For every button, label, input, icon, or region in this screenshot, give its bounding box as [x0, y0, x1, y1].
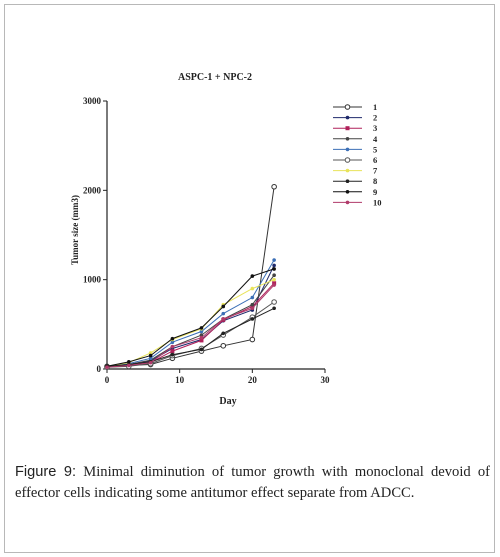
legend-label: 7	[373, 166, 378, 176]
data-point	[345, 200, 350, 205]
data-point	[250, 306, 255, 311]
legend-label: 10	[373, 197, 382, 207]
legend-label: 3	[373, 123, 377, 133]
data-point	[271, 299, 277, 305]
data-point	[250, 302, 255, 307]
legend-item-2: 2	[333, 113, 377, 123]
legend-label: 6	[373, 155, 377, 165]
data-point	[221, 331, 226, 336]
data-point	[271, 183, 277, 190]
series-line	[106, 284, 275, 368]
series-line	[106, 259, 275, 367]
data-point	[199, 335, 204, 340]
legend-item-8: 8	[333, 176, 377, 186]
data-point	[250, 274, 255, 278]
data-point	[345, 168, 350, 173]
data-point	[221, 304, 226, 309]
data-point	[199, 347, 204, 352]
data-point	[127, 363, 131, 368]
data-point	[272, 277, 276, 282]
data-point	[221, 311, 226, 316]
data-point	[148, 356, 153, 361]
data-point	[148, 360, 153, 365]
x-tick-label: 0	[105, 375, 110, 385]
data-point	[105, 365, 109, 370]
y-tick-label: 3000	[83, 96, 102, 106]
data-point	[148, 351, 153, 355]
legend-label: 9	[373, 187, 377, 197]
caption-label: Figure 9:	[15, 464, 77, 480]
y-axis-label: Tumor size (mm3)	[70, 195, 80, 265]
data-point	[272, 306, 276, 311]
data-point	[170, 336, 175, 341]
series-line	[106, 301, 275, 368]
legend-label: 1	[373, 102, 377, 112]
series-layer	[104, 183, 277, 371]
series-10	[105, 283, 276, 370]
data-point	[250, 317, 255, 321]
chart-title: ASPC-1 + NPC-2	[178, 72, 252, 83]
x-tick-label: 30	[321, 375, 331, 385]
legend-item-1: 1	[333, 102, 377, 112]
data-point	[272, 263, 276, 268]
data-point	[345, 190, 350, 194]
y-tick-label: 1000	[83, 275, 102, 285]
data-point	[199, 326, 204, 330]
caption-text: Minimal diminution of tumor growth with …	[15, 464, 490, 501]
legend-label: 2	[373, 113, 377, 123]
series-line	[106, 282, 275, 368]
legend-item-5: 5	[333, 144, 377, 154]
data-point	[250, 286, 255, 291]
data-point	[272, 283, 276, 287]
legend-label: 4	[373, 134, 378, 144]
data-point	[249, 336, 256, 343]
x-tick-label: 20	[248, 375, 258, 385]
data-point	[170, 349, 175, 354]
series-line	[106, 268, 275, 367]
series-line	[106, 307, 275, 367]
data-point	[220, 342, 227, 349]
data-point	[345, 126, 350, 131]
data-point	[148, 353, 153, 358]
y-tick-label: 2000	[83, 185, 102, 195]
figure-caption: Figure 9: Minimal diminution of tumor gr…	[15, 462, 490, 504]
data-point	[345, 179, 350, 183]
series-7	[105, 277, 276, 369]
legend-item-7: 7	[333, 166, 378, 176]
series-9	[105, 267, 276, 369]
legend-item-10: 10	[333, 197, 382, 207]
data-point	[199, 333, 204, 337]
legend-item-6: 6	[333, 155, 377, 165]
data-point	[272, 273, 276, 278]
legend-label: 8	[373, 176, 377, 186]
data-point	[170, 340, 175, 345]
data-point	[199, 338, 204, 343]
series-3	[105, 281, 277, 370]
data-point	[272, 258, 276, 262]
data-point	[344, 157, 351, 163]
legend-item-3: 3	[333, 123, 377, 133]
data-point	[199, 329, 204, 334]
data-point	[345, 147, 350, 152]
data-point	[345, 115, 350, 120]
legend-item-4: 4	[333, 134, 378, 144]
data-point	[250, 295, 255, 300]
legend-item-9: 9	[333, 187, 377, 197]
axes: 0 10 20 30 0 1000 2000 3000	[83, 96, 330, 385]
data-point	[221, 317, 226, 321]
x-axis-label: Day	[219, 396, 236, 407]
data-point	[127, 360, 131, 364]
data-point	[345, 137, 350, 141]
data-point	[170, 352, 175, 357]
data-point	[170, 344, 175, 349]
y-tick-label: 0	[97, 364, 102, 374]
data-point	[272, 267, 276, 271]
x-tick-label: 10	[175, 375, 185, 385]
data-point	[344, 104, 351, 110]
legend-label: 5	[373, 144, 377, 154]
